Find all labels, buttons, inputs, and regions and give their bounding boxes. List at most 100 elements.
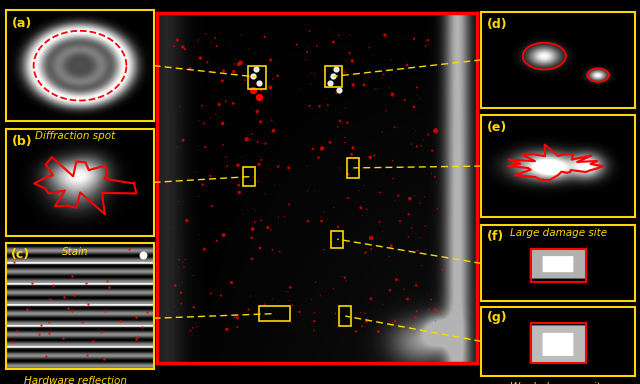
Point <box>387 91 397 98</box>
Point <box>270 182 280 188</box>
Point <box>416 143 426 149</box>
Point <box>179 264 189 270</box>
Point <box>142 309 152 315</box>
Point <box>319 247 329 253</box>
Point <box>420 223 431 229</box>
Point <box>240 77 250 83</box>
Point <box>256 88 266 94</box>
Point <box>195 118 205 124</box>
Point <box>241 136 252 142</box>
Point <box>285 284 296 290</box>
Point <box>214 65 224 71</box>
Point <box>132 334 142 340</box>
Point <box>420 43 431 49</box>
Point <box>334 87 344 93</box>
Point <box>68 292 79 298</box>
Point <box>400 97 410 103</box>
Point <box>234 189 244 195</box>
Point <box>200 144 211 150</box>
Point <box>197 103 207 109</box>
Point <box>436 298 446 304</box>
Point <box>178 137 188 143</box>
Bar <box>531 323 586 362</box>
Point <box>359 82 369 88</box>
Point <box>323 216 333 222</box>
Point <box>217 78 227 84</box>
Point <box>390 318 400 324</box>
Point <box>415 96 425 102</box>
Point <box>232 315 243 321</box>
Point <box>63 305 73 311</box>
Point <box>246 235 257 241</box>
Point <box>356 205 366 211</box>
Point <box>221 98 231 104</box>
Point <box>340 105 350 111</box>
Point <box>207 203 218 209</box>
Point <box>232 324 243 330</box>
Point <box>218 68 228 74</box>
Point <box>269 316 280 322</box>
Point <box>268 296 278 302</box>
Point <box>230 56 240 63</box>
Point <box>380 32 390 38</box>
Point <box>229 61 239 67</box>
Point <box>378 228 388 234</box>
Point <box>41 353 51 359</box>
Point <box>248 73 258 79</box>
Bar <box>347 159 360 178</box>
Point <box>431 308 442 314</box>
Point <box>250 72 260 78</box>
Point <box>378 301 388 307</box>
Point <box>427 147 437 154</box>
Bar <box>325 66 342 87</box>
Point <box>99 356 109 362</box>
Point <box>250 207 260 214</box>
Point <box>266 227 276 233</box>
Point <box>185 65 195 71</box>
Point <box>381 108 392 114</box>
Point <box>221 154 231 160</box>
Point <box>386 56 396 63</box>
Point <box>228 100 238 106</box>
Point <box>411 282 421 288</box>
Point <box>303 218 313 224</box>
Point <box>343 195 353 201</box>
Point <box>252 108 262 114</box>
Point <box>337 273 348 280</box>
Point <box>265 166 275 172</box>
Text: Large damage site: Large damage site <box>509 228 607 238</box>
Point <box>246 293 256 299</box>
Point <box>384 253 394 260</box>
Point <box>314 154 324 161</box>
Point <box>265 84 275 90</box>
Point <box>172 37 182 43</box>
Point <box>198 182 208 188</box>
Point <box>337 120 348 126</box>
Point <box>292 41 302 48</box>
Point <box>176 290 186 296</box>
Point <box>212 43 222 49</box>
Point <box>410 127 420 134</box>
Point <box>44 319 54 325</box>
Point <box>340 140 350 146</box>
Point <box>302 49 312 55</box>
Point <box>254 80 264 86</box>
Point <box>136 324 147 330</box>
Point <box>378 75 388 81</box>
Point <box>308 328 319 334</box>
Point <box>430 174 440 180</box>
Point <box>331 90 341 96</box>
Point <box>347 58 357 64</box>
Point <box>360 250 371 256</box>
Point <box>316 218 326 224</box>
Point <box>366 235 376 241</box>
Point <box>184 175 194 181</box>
Point <box>343 171 353 177</box>
Point <box>58 335 68 341</box>
Point <box>191 169 201 175</box>
Point <box>238 154 248 161</box>
Point <box>88 338 98 344</box>
Text: (g): (g) <box>486 311 508 324</box>
Point <box>259 301 269 307</box>
Point <box>67 308 77 314</box>
